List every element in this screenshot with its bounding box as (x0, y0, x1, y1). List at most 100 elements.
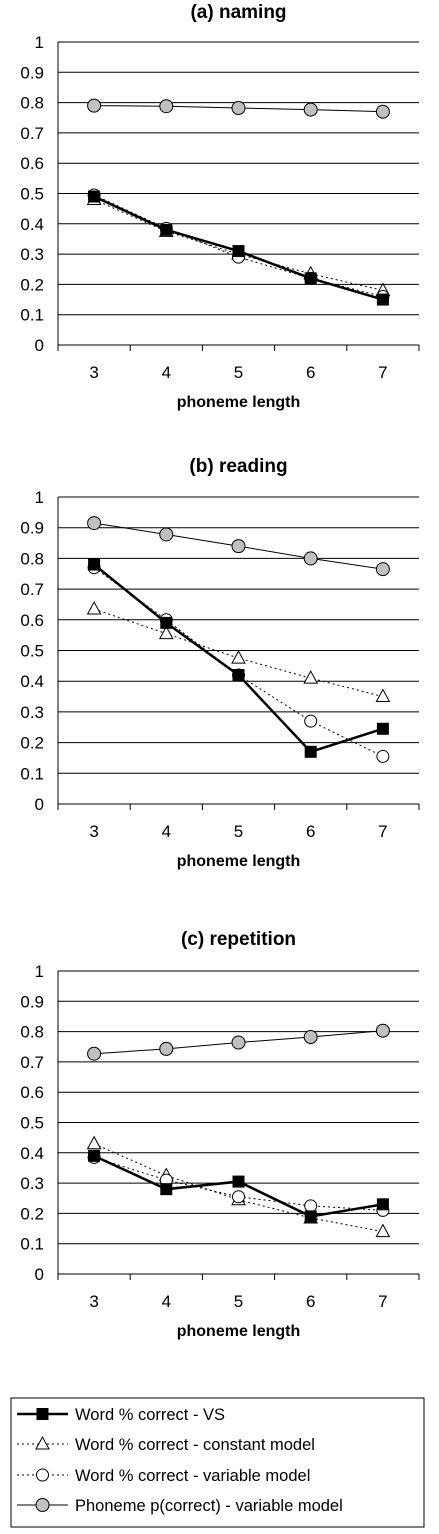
data-point-phoneme (87, 1046, 102, 1061)
data-point-variable (304, 1199, 318, 1213)
series-line-variable (93, 1156, 383, 1211)
y-tick-label: 0.4 (20, 1144, 44, 1163)
y-tick-label: 0.3 (20, 1174, 44, 1193)
y-tick-label: 0.1 (20, 764, 44, 783)
open-triangle-marker (35, 1435, 50, 1450)
y-tick-label: 0 (35, 795, 44, 814)
y-tick-label: 0.2 (20, 734, 44, 753)
data-point-vs (88, 1149, 101, 1162)
x-tick-label: 7 (378, 1292, 387, 1311)
data-point-vs (304, 745, 317, 758)
chart-panel-2: (b) reading 0 0.1 0.2 0.3 0.4 0.5 0.6 0.7 0.8 0.9 1… (20, 456, 420, 870)
filled-square-marker (36, 1408, 49, 1420)
data-point-constant (158, 625, 174, 640)
y-tick-label: 1 (35, 488, 44, 507)
legend-box (10, 1397, 425, 1528)
legend-item-phoneme: Phoneme p(correct) - variable model (17, 1497, 343, 1515)
y-tick-label: 1 (35, 962, 44, 981)
legend-label: Word % correct - VS (75, 1406, 225, 1424)
data-point-vs (376, 293, 389, 306)
y-tick-label: 0.1 (20, 306, 44, 325)
y-tick-label: 0.3 (20, 703, 44, 722)
data-point-constant (86, 1135, 102, 1150)
x-tick-label: 4 (162, 363, 171, 382)
legend-item-vs: Word % correct - VS (17, 1406, 225, 1424)
x-tick-label: 6 (306, 363, 315, 382)
data-point-constant (231, 650, 246, 664)
chart-title: (c) repetition (181, 929, 296, 950)
y-tick-label: 0.6 (20, 1083, 44, 1102)
x-axis-label: phoneme length (177, 1323, 301, 1340)
x-axis-label: phoneme length (177, 853, 301, 870)
y-tick-label: 0.3 (20, 245, 44, 264)
data-point-vs (376, 722, 389, 735)
data-point-vs (160, 223, 173, 236)
data-point-phoneme (231, 1035, 246, 1050)
chart-panel-1: (a) naming 0 0.1 0.2 0.3 0.4 0.5 0.6 0.7 0.8 0.9 1 3… (20, 2, 420, 411)
chart-title: (b) reading (189, 456, 287, 477)
y-tick-label: 0 (35, 1265, 44, 1284)
legend-item-variable: Word % correct - variable model (17, 1467, 310, 1485)
y-tick-label: 0.7 (20, 1053, 44, 1072)
x-tick-label: 6 (306, 1292, 315, 1311)
data-point-variable (376, 749, 390, 763)
data-point-phoneme (375, 104, 390, 119)
legend: Word % correct - VS Word % correct - cons… (10, 1397, 425, 1528)
y-tick-label: 0.5 (20, 642, 44, 661)
data-point-phoneme (159, 99, 174, 114)
data-point-phoneme (375, 1023, 390, 1038)
data-point-vs (88, 190, 101, 203)
data-point-phoneme (87, 516, 102, 531)
data-point-phoneme (159, 527, 174, 542)
x-tick-label: 3 (89, 822, 98, 841)
x-tick-label: 6 (306, 822, 315, 841)
y-tick-label: 0.4 (20, 215, 44, 234)
data-point-vs (304, 272, 317, 285)
data-point-phoneme (303, 551, 318, 566)
data-point-constant (375, 688, 391, 703)
x-tick-label: 3 (89, 1292, 98, 1311)
y-tick-label: 0.2 (20, 1204, 44, 1223)
data-point-vs (232, 669, 245, 682)
data-point-phoneme (375, 562, 390, 577)
data-point-vs (304, 1210, 317, 1223)
open-circle-marker (36, 1468, 49, 1482)
x-tick-label: 3 (89, 363, 98, 382)
data-point-vs (160, 1183, 173, 1196)
y-tick-label: 0 (35, 336, 44, 355)
x-tick-label: 7 (378, 822, 387, 841)
data-point-vs (232, 1175, 245, 1188)
y-tick-label: 0.6 (20, 611, 44, 630)
x-tick-label: 5 (234, 1292, 243, 1311)
y-tick-label: 0.5 (20, 185, 44, 204)
data-point-variable (304, 714, 318, 728)
legend-label: Phoneme p(correct) - variable model (75, 1497, 343, 1515)
data-point-vs (376, 1198, 389, 1211)
chart-title: (a) naming (190, 2, 286, 23)
x-tick-label: 5 (234, 822, 243, 841)
x-axis-label: phoneme length (177, 394, 301, 411)
data-point-constant (375, 1223, 391, 1238)
x-tick-label: 4 (162, 822, 171, 841)
y-tick-label: 0.2 (20, 275, 44, 294)
data-point-phoneme (303, 1030, 318, 1045)
series-line-constant (93, 1143, 383, 1233)
series-line-constant (93, 608, 384, 698)
y-tick-label: 0.6 (20, 154, 44, 173)
grey-circle-marker (35, 1498, 50, 1512)
y-tick-label: 1 (35, 33, 44, 52)
y-tick-label: 0.4 (20, 672, 44, 691)
y-tick-label: 0.9 (20, 992, 44, 1011)
legend-label: Word % correct - constant model (75, 1436, 315, 1454)
y-tick-label: 0.9 (20, 519, 44, 538)
y-tick-label: 0.7 (20, 124, 44, 143)
y-tick-label: 0.8 (20, 549, 44, 568)
data-point-phoneme (87, 98, 102, 113)
series-line-constant (93, 199, 384, 291)
data-point-phoneme (231, 539, 246, 554)
y-tick-label: 0.8 (20, 1023, 44, 1042)
x-tick-label: 7 (378, 363, 387, 382)
data-point-vs (88, 558, 101, 571)
legend-item-constant: Word % correct - constant model (17, 1435, 315, 1454)
y-tick-label: 0.5 (20, 1114, 44, 1133)
